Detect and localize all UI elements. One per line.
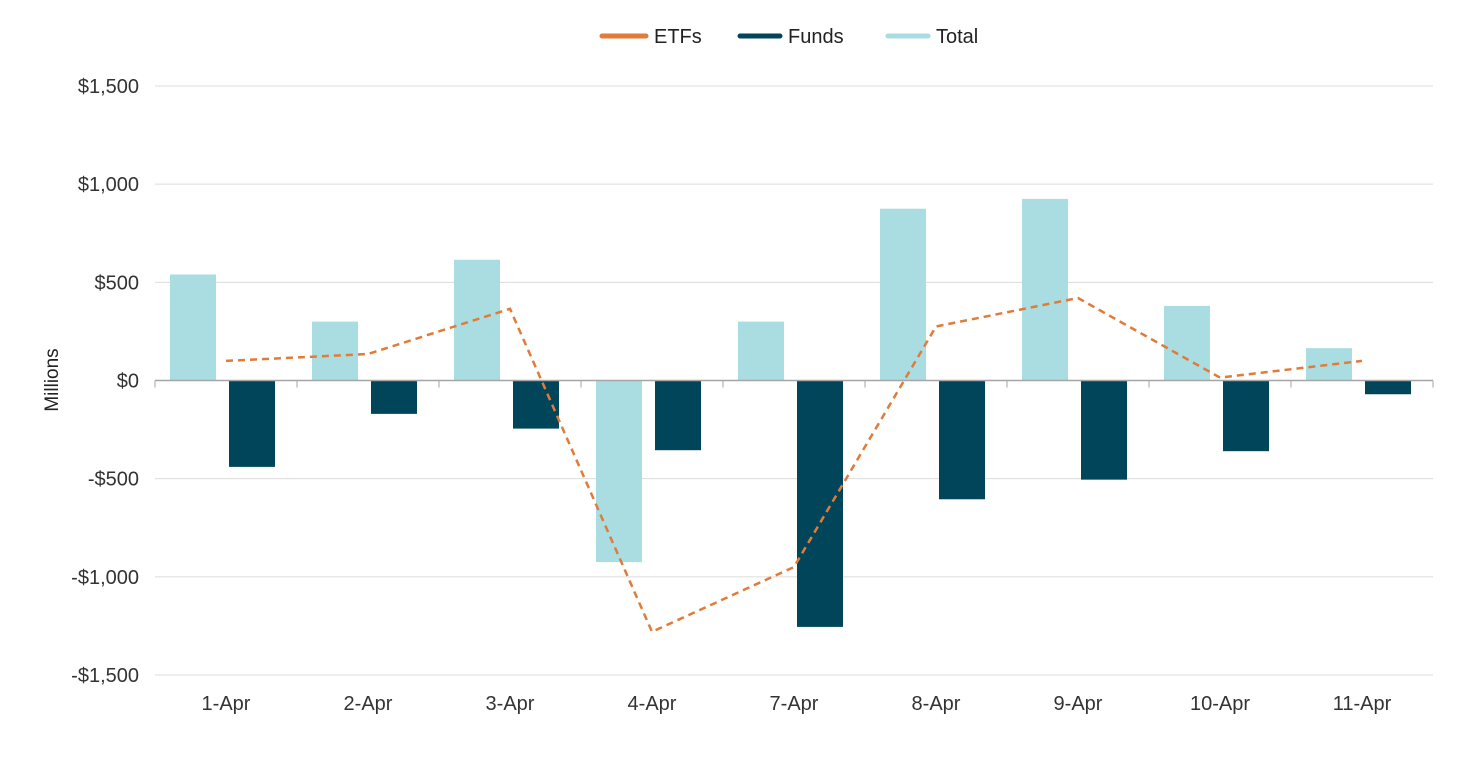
bar-total bbox=[738, 321, 784, 381]
x-tick-label: 8-Apr bbox=[912, 693, 961, 715]
bar-funds bbox=[1081, 380, 1127, 480]
bar-funds bbox=[1365, 380, 1411, 395]
y-tick-label: -$1,000 bbox=[71, 567, 139, 589]
legend-label-funds: Funds bbox=[788, 26, 844, 48]
legend-label-total: Total bbox=[936, 26, 978, 48]
x-tick-label: 1-Apr bbox=[202, 693, 251, 715]
bars bbox=[170, 198, 1411, 627]
y-tick-label: $500 bbox=[95, 272, 140, 294]
bar-funds bbox=[655, 380, 701, 451]
bar-total bbox=[170, 274, 216, 381]
bar-total bbox=[1022, 198, 1068, 381]
bar-funds bbox=[939, 380, 985, 500]
bar-total bbox=[1306, 348, 1352, 381]
y-tick-label: -$500 bbox=[88, 469, 139, 491]
legend-label-etfs: ETFs bbox=[654, 26, 702, 48]
y-tick-label: -$1,500 bbox=[71, 665, 139, 687]
x-tick-label: 7-Apr bbox=[770, 693, 819, 715]
y-tick-label: $1,000 bbox=[78, 174, 139, 196]
x-tick-label: 4-Apr bbox=[628, 693, 677, 715]
bar-funds bbox=[371, 380, 417, 414]
zero-axis bbox=[154, 379, 1434, 388]
bar-funds bbox=[229, 380, 275, 467]
x-axis-ticks: 1-Apr 2-Apr 3-Apr 4-Apr 7-Apr 8-Apr 9-Apr 10-Ap… bbox=[202, 693, 1392, 715]
bar-total bbox=[312, 321, 358, 381]
bar-total bbox=[596, 380, 642, 563]
etfs-line bbox=[225, 296, 1363, 634]
bar-funds bbox=[797, 380, 843, 627]
y-axis-title: Millions bbox=[42, 348, 63, 411]
x-tick-label: 9-Apr bbox=[1054, 693, 1103, 715]
gridlines bbox=[155, 85, 1433, 676]
x-tick-label: 2-Apr bbox=[344, 693, 393, 715]
bar-total bbox=[1164, 305, 1210, 381]
bar-funds bbox=[1223, 380, 1269, 452]
line-etfs bbox=[225, 296, 1363, 634]
legend: ETFs Funds Total bbox=[599, 26, 978, 48]
y-tick-label: $0 bbox=[117, 371, 139, 393]
x-tick-label: 10-Apr bbox=[1190, 693, 1250, 715]
x-tick-label: 11-Apr bbox=[1333, 693, 1392, 715]
y-axis-ticks: $1,500 $1,000 $500 $0 -$500 -$1,000 -$1,500 bbox=[71, 76, 139, 687]
y-tick-label: $1,500 bbox=[78, 76, 139, 98]
bar-funds bbox=[513, 380, 559, 429]
bar-total bbox=[880, 208, 926, 381]
x-tick-label: 3-Apr bbox=[486, 693, 535, 715]
